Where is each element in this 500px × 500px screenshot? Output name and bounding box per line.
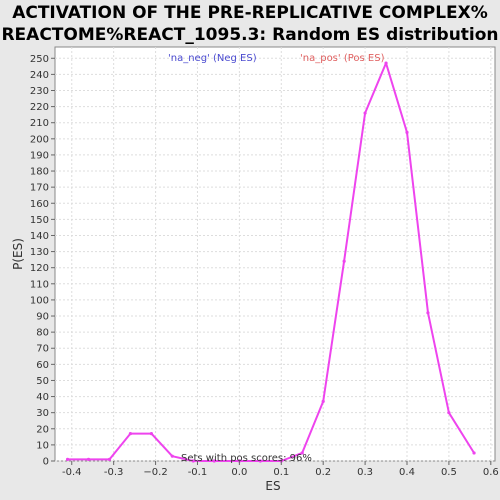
x-tick-label: 0.3 <box>357 467 373 478</box>
x-tick-label: 0.4 <box>399 467 415 478</box>
y-tick-label: 30 <box>36 408 49 419</box>
series-point <box>321 399 325 403</box>
y-tick-label: 80 <box>36 328 49 339</box>
y-tick-label: 150 <box>30 215 49 226</box>
y-tick-label: 200 <box>30 134 49 145</box>
y-tick-label: 140 <box>30 231 49 242</box>
x-tick-label: 0.1 <box>273 467 289 478</box>
x-tick-label: -0.3 <box>104 467 124 478</box>
series-point <box>128 432 133 436</box>
x-tick-label: 0.2 <box>315 467 331 478</box>
y-tick-label: 240 <box>30 70 49 81</box>
series-point <box>405 130 409 134</box>
y-tick-label: 110 <box>30 279 49 290</box>
series-point <box>212 459 216 463</box>
y-tick-label: 250 <box>30 54 49 65</box>
x-axis-label: ES <box>265 479 280 493</box>
x-tick-label: -0.1 <box>188 467 208 478</box>
series-point <box>300 451 304 455</box>
y-tick-label: 10 <box>36 440 49 451</box>
y-tick-label: 220 <box>30 102 49 113</box>
y-tick-label: 60 <box>36 360 49 371</box>
x-tick-label: 0.5 <box>441 467 457 478</box>
series-point <box>363 111 367 115</box>
series-point <box>65 457 70 461</box>
legend-neg-label: 'na_neg' (Neg ES) <box>168 53 257 64</box>
grid-layer <box>55 47 495 462</box>
chart-title-line1: ACTIVATION OF THE PRE-REPLICATIVE COMPLE… <box>12 3 488 23</box>
series-point <box>447 411 451 415</box>
y-tick-label: 180 <box>30 167 49 178</box>
chart-title-line2: REACTOME%REACT_1095.3: Random ES distrib… <box>1 25 498 45</box>
series-point <box>86 457 91 461</box>
y-tick-label: 70 <box>36 344 49 355</box>
series-point <box>426 311 430 315</box>
series-layer <box>65 61 476 463</box>
y-tick-label: 20 <box>36 424 49 435</box>
y-axis-label: P(ES) <box>11 238 25 270</box>
y-tick-label: 160 <box>30 199 49 210</box>
legend-pos-label: 'na_pos' (Pos ES) <box>300 53 385 64</box>
y-tick-label: 0 <box>43 457 49 468</box>
y-tick-label: 100 <box>30 295 49 306</box>
series-point <box>149 432 153 436</box>
x-tick-label: −0.2 <box>143 467 167 478</box>
y-tick-label: 170 <box>30 183 49 194</box>
series-point <box>342 259 346 263</box>
x-tick-label: -0.4 <box>62 467 82 478</box>
y-tick-label: 230 <box>30 86 49 97</box>
annotation-pos-scores: Sets with pos scores: 96% <box>181 453 312 464</box>
series-point <box>384 61 388 65</box>
series-point <box>472 451 476 455</box>
y-tick-label: 90 <box>36 312 49 323</box>
series-point <box>170 454 174 458</box>
axis-layer: 0 10 20 30 40 50 60 70 80 90 100 110 120 130 140 150 160… <box>30 54 499 478</box>
series-point <box>258 459 262 463</box>
y-tick-label: 190 <box>30 150 49 161</box>
series-point <box>191 459 195 463</box>
x-tick-label: 0.0 <box>231 467 247 478</box>
series-line <box>67 62 475 462</box>
plot-area <box>54 46 496 462</box>
y-tick-label: 40 <box>36 392 49 403</box>
series-point <box>107 457 112 461</box>
x-tick-label: 0.6 <box>483 467 499 478</box>
y-tick-label: 130 <box>30 247 49 258</box>
y-tick-label: 120 <box>30 263 49 274</box>
y-tick-label: 210 <box>30 118 49 129</box>
y-tick-label: 50 <box>36 376 49 387</box>
